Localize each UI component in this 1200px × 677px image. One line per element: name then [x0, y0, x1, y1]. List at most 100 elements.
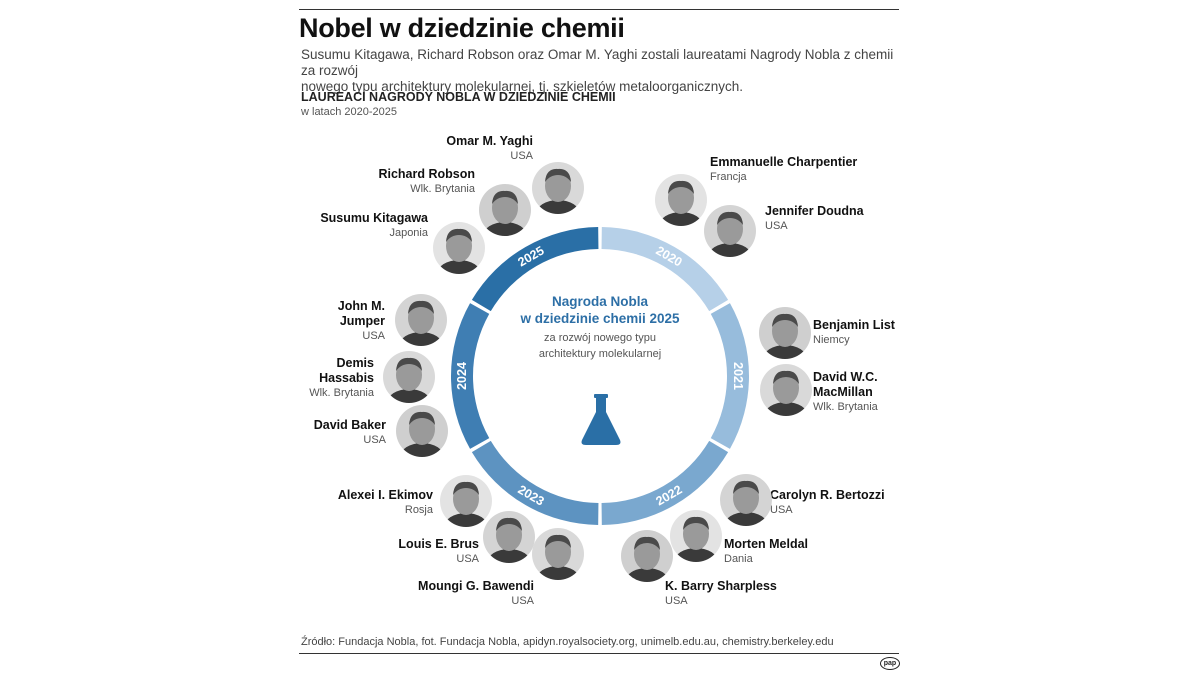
laureate-country: Rosja	[404, 504, 433, 516]
intro-line-2: nowego typu architektury molekularnej, t…	[301, 79, 743, 94]
portrait-robson	[479, 184, 531, 236]
laureate-label-kitagawa: Susumu Kitagawa Japonia	[300, 211, 428, 240]
wheel-segment-2025	[471, 227, 599, 312]
portrait-jumper	[395, 294, 447, 346]
laureate-country: USA	[363, 434, 386, 446]
laureate-name: Jennifer Doudna	[765, 204, 864, 218]
intro-line-1: Susumu Kitagawa, Richard Robson oraz Oma…	[301, 47, 894, 78]
person-icon	[479, 184, 531, 236]
section-heading: LAUREACI NAGRODY NOBLA W DZIEDZINIE CHEM…	[301, 90, 616, 104]
wheel-year-label-2021: 2021	[731, 362, 745, 390]
bottom-rule	[299, 653, 899, 654]
wheel-center-subtitle: za rozwój nowego typu architektury molek…	[500, 330, 700, 362]
laureate-country: USA	[456, 553, 479, 565]
portrait-doudna	[704, 205, 756, 257]
laureate-country: Wlk. Brytania	[309, 387, 374, 399]
center-sub-line-1: za rozwój nowego typu	[544, 332, 656, 344]
laureate-label-yaghi: Omar M. Yaghi USA	[400, 134, 533, 163]
laureate-label-ekimov: Alexei I. Ekimov Rosja	[300, 488, 433, 517]
portrait-meldal	[670, 510, 722, 562]
person-icon	[395, 294, 447, 346]
wheel-segment-2023	[471, 440, 599, 525]
center-title-line-2: w dziedzinie chemii 2025	[520, 311, 680, 326]
laureate-name: Moungi G. Bawendi	[418, 579, 534, 593]
portrait-charpentier	[655, 174, 707, 226]
person-icon	[704, 205, 756, 257]
person-icon	[670, 510, 722, 562]
laureate-label-list: Benjamin List Niemcy	[813, 318, 899, 347]
top-rule	[299, 9, 899, 10]
laureate-label-meldal: Morten Meldal Dania	[724, 537, 874, 566]
person-icon	[720, 474, 772, 526]
laureate-label-brus: Louis E. Brus USA	[360, 537, 479, 566]
laureate-name: Louis E. Brus	[398, 537, 479, 551]
person-icon	[433, 222, 485, 274]
person-icon	[383, 351, 435, 403]
laureate-country: Niemcy	[813, 334, 850, 346]
laureate-name: K. Barry Sharpless	[665, 579, 777, 593]
laureate-label-bawendi: Moungi G. Bawendi USA	[390, 579, 534, 608]
person-icon	[759, 307, 811, 359]
laureate-country: USA	[665, 595, 688, 607]
laureate-name: Benjamin List	[813, 318, 895, 332]
portrait-macmillan	[760, 364, 812, 416]
laureate-label-charpentier: Emmanuelle Charpentier Francja	[710, 155, 870, 184]
laureate-label-macmillan: David W.C. MacMillan Wlk. Brytania	[813, 370, 899, 414]
laureate-name-2: Jumper	[339, 314, 385, 328]
laureate-label-bertozzi: Carolyn R. Bertozzi USA	[770, 488, 895, 517]
laureate-name: David Baker	[313, 418, 386, 432]
laureate-name: John M.	[337, 299, 385, 313]
wheel-segment-2020	[601, 227, 729, 312]
laureate-name-2: Hassabis	[319, 371, 374, 385]
laureate-name: Omar M. Yaghi	[446, 134, 533, 148]
laureate-country: USA	[765, 220, 788, 232]
portrait-ekimov	[440, 475, 492, 527]
wheel-center-title: Nagroda Nobla w dziedzinie chemii 2025	[500, 293, 700, 327]
portrait-yaghi	[532, 162, 584, 214]
laureate-name: Morten Meldal	[724, 537, 809, 551]
center-title-line-1: Nagroda Nobla	[551, 294, 648, 309]
person-icon	[532, 162, 584, 214]
flask-icon	[581, 394, 621, 445]
person-icon	[440, 475, 492, 527]
laureate-label-doudna: Jennifer Doudna USA	[765, 204, 885, 233]
portrait-bertozzi	[720, 474, 772, 526]
laureate-country: Francja	[710, 171, 747, 183]
portrait-kitagawa	[433, 222, 485, 274]
person-icon	[621, 530, 673, 582]
laureate-country: Wlk. Brytania	[410, 183, 475, 195]
center-sub-line-2: architektury molekularnej	[538, 348, 662, 360]
portrait-brus	[483, 511, 535, 563]
laureate-country: Dania	[724, 553, 753, 565]
laureate-name: Richard Robson	[378, 167, 475, 181]
portrait-hassabis	[383, 351, 435, 403]
person-icon	[483, 511, 535, 563]
laureate-country: Japonia	[389, 227, 428, 239]
laureate-name: David W.C.	[813, 370, 878, 384]
portrait-sharpless	[621, 530, 673, 582]
laureate-label-robson: Richard Robson Wlk. Brytania	[340, 167, 475, 196]
laureate-name: Carolyn R. Bertozzi	[770, 488, 885, 502]
laureate-label-hassabis: Demis Hassabis Wlk. Brytania	[300, 356, 374, 400]
wheel-segment-2022	[601, 440, 729, 525]
portrait-bawendi	[532, 528, 584, 580]
laureate-country: USA	[362, 330, 385, 342]
wheel-segment-2021	[710, 303, 749, 449]
person-icon	[655, 174, 707, 226]
page-title: Nobel w dziedzinie chemii	[299, 13, 625, 43]
laureate-country: USA	[510, 150, 533, 162]
laureate-label-jumper: John M. Jumper USA	[300, 299, 385, 343]
portrait-list	[759, 307, 811, 359]
person-icon	[532, 528, 584, 580]
portrait-baker	[396, 405, 448, 457]
laureate-name: Susumu Kitagawa	[320, 211, 428, 225]
laureate-name: Alexei I. Ekimov	[337, 488, 433, 502]
laureate-name-2: MacMillan	[813, 385, 873, 399]
laureate-label-sharpless: K. Barry Sharpless USA	[665, 579, 825, 608]
wheel-segment-2024	[451, 303, 490, 449]
laureate-country: USA	[511, 595, 534, 607]
person-icon	[396, 405, 448, 457]
laureate-label-baker: David Baker USA	[300, 418, 386, 447]
wheel-year-label-2024: 2024	[455, 362, 469, 390]
